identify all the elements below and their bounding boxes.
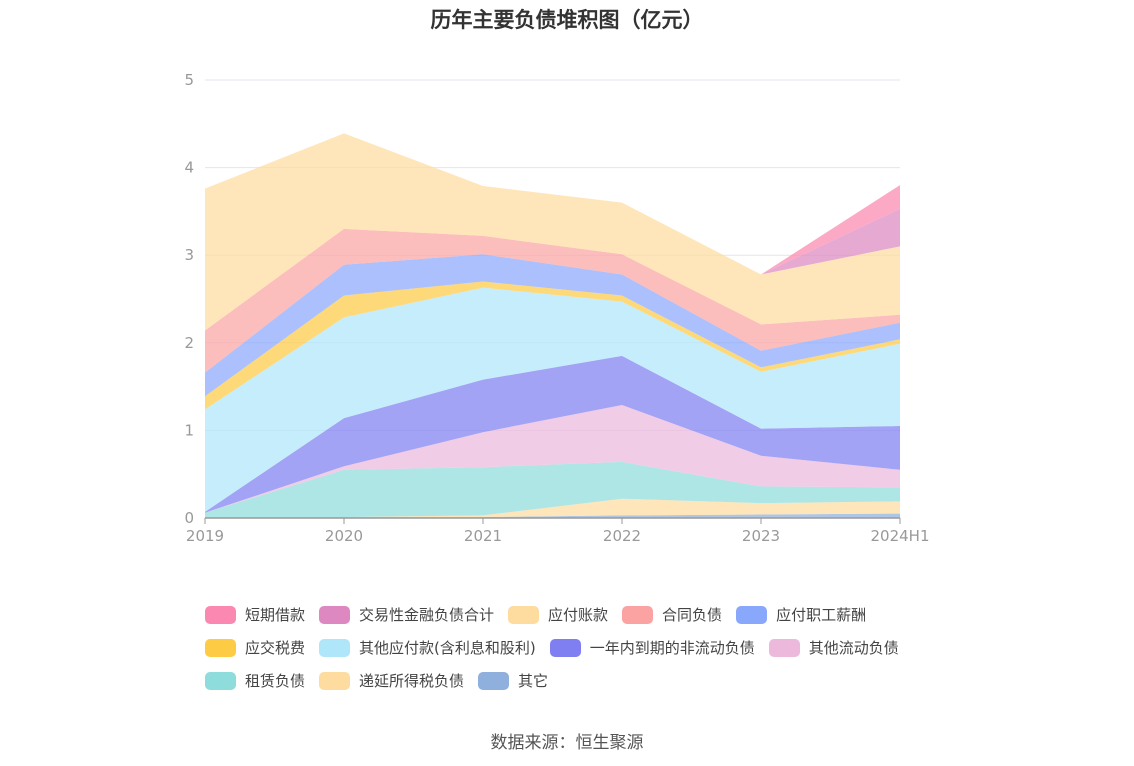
y-tick-label: 2 — [184, 334, 194, 352]
y-tick-label: 0 — [184, 509, 194, 527]
legend-row: 租赁负债 递延所得税负债 其它 — [205, 664, 965, 697]
area-series — [205, 133, 900, 518]
legend-item[interactable]: 合同负债 — [622, 604, 722, 625]
legend-row: 应交税费 其他应付款(含利息和股利) 一年内到期的非流动负债 其他流动负债 — [205, 631, 965, 664]
legend-label: 合同负债 — [662, 606, 723, 624]
area-series-1 — [205, 498, 900, 518]
area-series-5 — [205, 287, 900, 512]
y-tick-label: 5 — [184, 71, 194, 89]
legend-label: 其它 — [518, 672, 549, 690]
y-tick-label: 3 — [184, 246, 194, 264]
y-tick-label: 4 — [184, 159, 194, 177]
legend-item[interactable]: 其他应付款(含利息和股利) — [319, 637, 536, 658]
data-source: 数据来源：恒生聚源 — [490, 733, 644, 753]
legend-swatch — [736, 605, 768, 624]
legend-swatch — [205, 605, 236, 624]
legend-item[interactable]: 应付账款 — [508, 604, 608, 625]
legend-label: 短期借款 — [245, 606, 306, 624]
legend-swatch — [768, 638, 800, 657]
legend-item[interactable]: 交易性金融负债合计 — [319, 604, 494, 625]
legend-row: 短期借款 交易性金融负债合计 应付账款 合同负债 应付职工薪酬 — [205, 598, 965, 631]
x-tick-label: 2022 — [603, 527, 641, 545]
legend-swatch — [478, 671, 510, 690]
legend-swatch — [319, 605, 351, 624]
legend-swatch — [508, 605, 540, 624]
x-tick-label: 2024H1 — [871, 527, 930, 545]
area-series-0 — [205, 513, 900, 518]
area-series-10 — [205, 133, 900, 275]
x-tick-label: 2021 — [464, 527, 502, 545]
legend-label: 租赁负债 — [245, 672, 306, 690]
legend-swatch — [205, 638, 236, 657]
legend-label: 其他应付款(含利息和股利) — [359, 639, 536, 657]
legend-label: 应交税费 — [245, 639, 306, 657]
legend-item[interactable]: 一年内到期的非流动负债 — [549, 637, 755, 658]
legend-item[interactable]: 应交税费 — [205, 637, 305, 658]
legend-item[interactable]: 短期借款 — [205, 604, 305, 625]
legend-label: 一年内到期的非流动负债 — [589, 639, 755, 657]
legend-label: 应付账款 — [548, 606, 609, 624]
chart-title: 历年主要负债堆积图（亿元） — [430, 8, 704, 32]
y-tick-label: 1 — [184, 421, 194, 439]
area-series-9 — [205, 133, 900, 331]
legend-label: 交易性金融负债合计 — [359, 606, 495, 624]
x-tick-label: 2020 — [325, 527, 363, 545]
legend-swatch — [319, 638, 351, 657]
legend-swatch — [205, 671, 236, 690]
chart-legend: 短期借款 交易性金融负债合计 应付账款 合同负债 应付职工薪酬应交税费 其他应付款(含利息… — [205, 598, 965, 697]
legend-label: 其他流动负债 — [808, 639, 899, 657]
stacked-area-chart: 0 1 2 3 4 5 2019 2020 2021 2022 2023 2024H1 — [184, 71, 929, 545]
legend-item[interactable]: 其它 — [478, 670, 548, 691]
legend-swatch — [549, 638, 581, 657]
area-series-3 — [205, 405, 900, 513]
legend-item[interactable]: 应付职工薪酬 — [736, 604, 866, 625]
legend-item[interactable]: 其他流动负债 — [768, 637, 899, 658]
legend-item[interactable]: 租赁负债 — [205, 670, 305, 691]
legend-swatch — [622, 605, 654, 624]
legend-label: 递延所得税负债 — [359, 672, 465, 690]
legend-swatch — [319, 671, 351, 690]
area-series-2 — [205, 461, 900, 518]
axes: 0 1 2 3 4 5 2019 2020 2021 2022 2023 2024H1 — [184, 71, 929, 545]
area-series-8 — [205, 228, 900, 373]
area-series-4 — [205, 355, 900, 513]
area-series-7 — [205, 254, 900, 397]
x-tick-label: 2019 — [186, 527, 224, 545]
legend-item[interactable]: 递延所得税负债 — [319, 670, 464, 691]
x-tick-label: 2023 — [742, 527, 780, 545]
legend-label: 应付职工薪酬 — [776, 606, 867, 624]
